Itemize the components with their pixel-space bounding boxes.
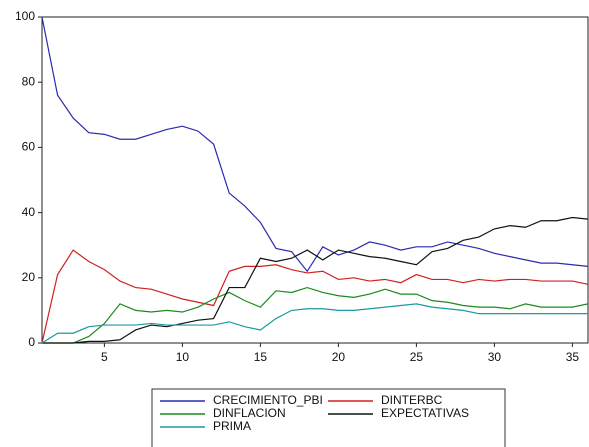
series-line bbox=[41, 16, 589, 273]
x-tick-label: 5 bbox=[101, 350, 108, 364]
series-line bbox=[42, 286, 589, 344]
x-tick-label: 15 bbox=[254, 350, 268, 364]
y-tick-label: 20 bbox=[22, 270, 36, 284]
y-tick-label: 60 bbox=[22, 140, 36, 154]
legend-label: CRECIMIENTO_PBI bbox=[213, 393, 323, 407]
x-tick-label: 35 bbox=[566, 350, 580, 364]
x-tick-label: 10 bbox=[176, 350, 190, 364]
y-tick-label: 40 bbox=[22, 205, 36, 219]
legend-box bbox=[151, 388, 506, 447]
y-tick-label: 80 bbox=[22, 74, 36, 88]
legend-label: PRIMA bbox=[213, 419, 251, 433]
legend-label: EXPECTATIVAS bbox=[381, 406, 469, 420]
series-line bbox=[42, 216, 589, 344]
legend-label: DINTERBC bbox=[381, 393, 443, 407]
x-tick-label: 20 bbox=[332, 350, 346, 364]
x-tick-label: 25 bbox=[410, 350, 424, 364]
y-tick-label: 0 bbox=[28, 335, 35, 349]
y-tick-label: 100 bbox=[15, 9, 35, 23]
legend-label: DINFLACION bbox=[213, 406, 286, 420]
series-line bbox=[41, 249, 589, 344]
series-line bbox=[41, 303, 588, 344]
plot-frame bbox=[41, 16, 589, 344]
x-tick-label: 30 bbox=[488, 350, 502, 364]
